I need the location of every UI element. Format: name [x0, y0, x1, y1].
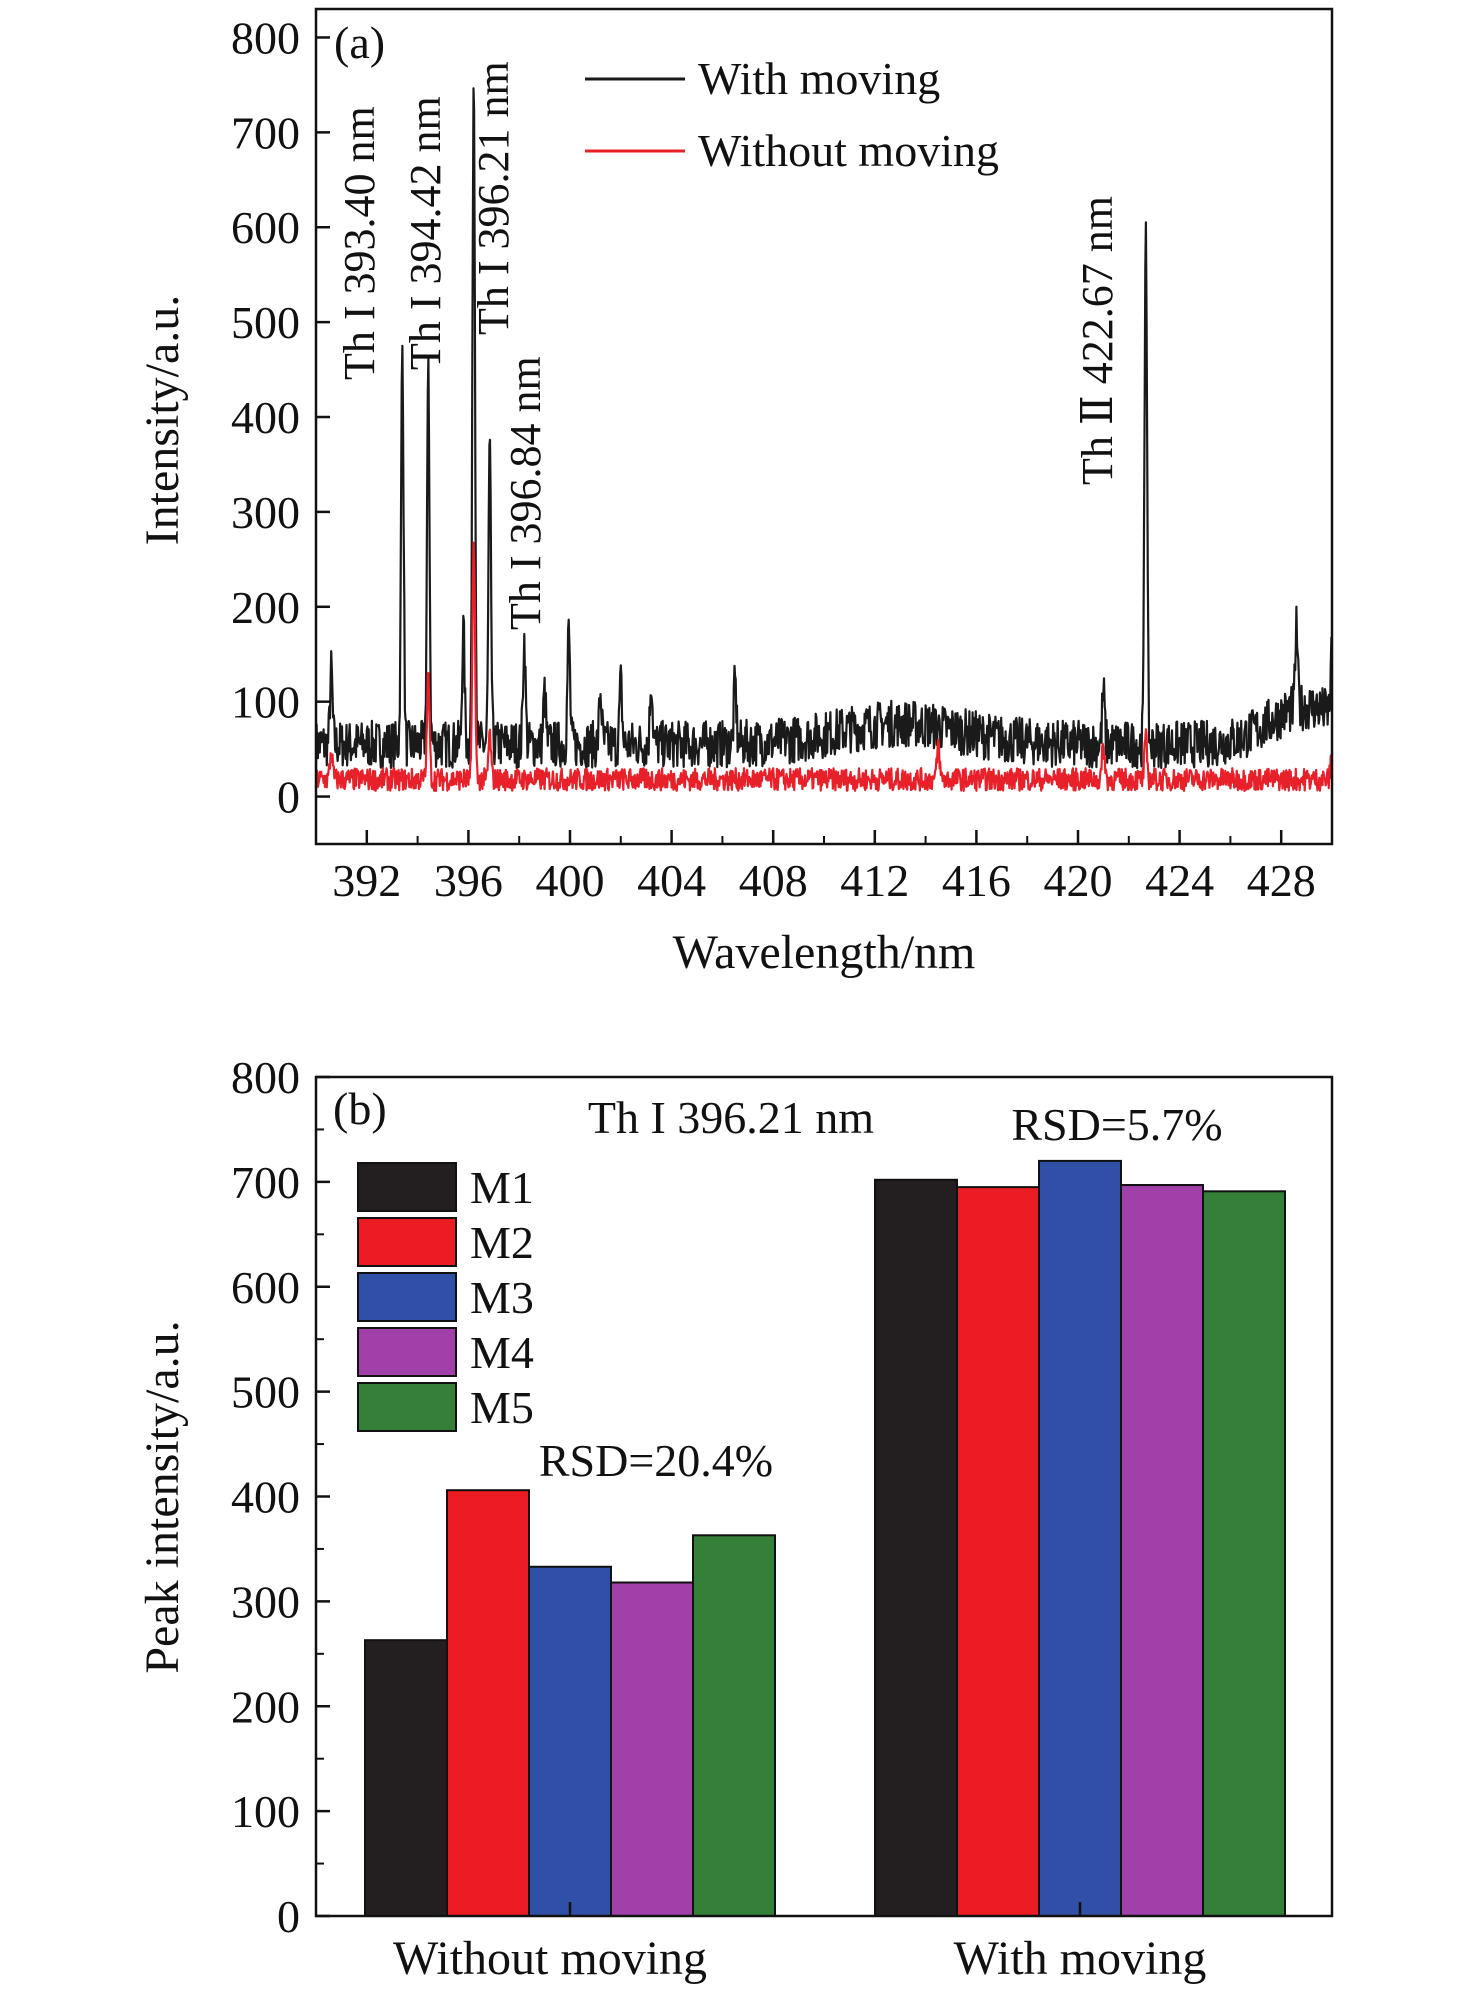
y-tick-label: 100 — [231, 1786, 300, 1837]
bar-chart-subtitle: Th I 396.21 nm — [588, 1092, 874, 1143]
bar-m1-without-moving — [364, 1639, 448, 1917]
bar-m5-without-moving — [692, 1534, 776, 1917]
y-tick-label: 200 — [231, 1681, 300, 1732]
rsd-annotation-with-moving: RSD=5.7% — [1011, 1099, 1222, 1150]
bar-m2-with-moving — [956, 1186, 1040, 1917]
y-tick-label: 500 — [231, 1367, 300, 1418]
y-tick-label: 400 — [231, 1472, 300, 1523]
y-tick-label: 200 — [231, 582, 300, 633]
y-tick-label: 0 — [277, 1891, 300, 1942]
bar-m1-with-moving — [874, 1178, 958, 1917]
y-tick-label: 500 — [231, 297, 300, 348]
series-line-with-moving — [314, 87, 1334, 770]
peak-label-th-i-396-84-nm: Th I 396.84 nm — [501, 356, 550, 630]
x-tick-label: 420 — [1044, 855, 1113, 906]
peak-intensity-bars — [364, 1159, 1286, 1918]
legend-swatch-m1 — [357, 1162, 457, 1212]
y-tick-label: 600 — [231, 202, 300, 253]
peak-label-th-422-67-nm: Th Ⅱ 422.67 nm — [1073, 196, 1122, 485]
y-tick-label: 100 — [231, 677, 300, 728]
y-tick-label: 700 — [231, 1157, 300, 1208]
category-label-without-moving: Without moving — [393, 1932, 707, 1985]
y-tick-label: 600 — [231, 1262, 300, 1313]
x-tick-label: 396 — [434, 855, 503, 906]
spectrum-legend: With moving Without moving — [585, 53, 999, 176]
x-tick-label: 408 — [739, 855, 808, 906]
peak-label-th-i-393-40-nm: Th I 393.40 nm — [335, 106, 384, 380]
y-tick-label: 800 — [231, 12, 300, 63]
legend-swatch-m4 — [357, 1327, 457, 1377]
peak-annotations: Th I 393.40 nm Th I 394.42 nm Th I 396.21 … — [335, 61, 1122, 630]
legend-swatch-m3 — [357, 1272, 457, 1322]
spectrum-x-axis-title: Wavelength/nm — [673, 926, 976, 979]
x-tick-label: 412 — [840, 855, 909, 906]
legend-label-m2: M2 — [470, 1217, 534, 1268]
peak-label-th-i-396-21-nm: Th I 396.21 nm — [469, 61, 518, 335]
y-tick-label: 700 — [231, 107, 300, 158]
legend-label-with-moving: With moving — [698, 53, 940, 104]
x-tick-label: 400 — [536, 855, 605, 906]
spectrum-axes: 392 396 400 404 408 412 416 420 424 428 0 100 200 300… — [231, 12, 1333, 906]
bar-m4-with-moving — [1120, 1184, 1204, 1917]
bar-axes: 0 100 200 300 400 500 600 700 800 Without moving W… — [231, 1052, 1206, 1985]
spectrum-y-axis-title: Intensity/a.u. — [136, 295, 189, 546]
series-line-without-moving — [314, 541, 1334, 793]
y-tick-label: 0 — [277, 772, 300, 823]
bar-m2-without-moving — [446, 1489, 530, 1918]
y-tick-label: 300 — [231, 487, 300, 538]
peak-label-th-i-394-42-nm: Th I 394.42 nm — [401, 96, 450, 370]
legend-label-without-moving: Without moving — [698, 125, 999, 176]
legend-swatch-m2 — [357, 1217, 457, 1267]
bar-m3-without-moving — [528, 1565, 612, 1917]
x-tick-label: 416 — [942, 855, 1011, 906]
legend-label-m5: M5 — [470, 1382, 534, 1433]
peak-intensity-panel: 0 100 200 300 400 500 600 700 800 Without moving W… — [136, 1052, 1334, 1985]
legend-swatch-m5 — [357, 1382, 457, 1432]
y-tick-label: 400 — [231, 392, 300, 443]
bar-m5-with-moving — [1202, 1190, 1286, 1917]
bar-m4-without-moving — [610, 1581, 694, 1918]
legend-label-m4: M4 — [470, 1327, 534, 1378]
rsd-annotation-without-moving: RSD=20.4% — [539, 1435, 773, 1486]
bar-y-axis-title: Peak intensity/a.u. — [136, 1320, 189, 1673]
spectrum-lines — [314, 87, 1334, 793]
spectrum-panel-label: (a) — [334, 17, 385, 68]
bar-panel-label: (b) — [333, 1083, 387, 1134]
x-tick-label: 404 — [637, 855, 706, 906]
category-label-with-moving: With moving — [954, 1932, 1207, 1985]
x-tick-label: 428 — [1247, 855, 1316, 906]
y-tick-label: 300 — [231, 1576, 300, 1627]
legend-label-m3: M3 — [470, 1272, 534, 1323]
y-tick-label: 800 — [231, 1052, 300, 1103]
x-tick-label: 392 — [332, 855, 401, 906]
spectrum-panel: 392 396 400 404 408 412 416 420 424 428 0 100 200 300… — [136, 7, 1334, 979]
bar-m3-with-moving — [1038, 1159, 1122, 1917]
x-tick-label: 424 — [1145, 855, 1214, 906]
legend-label-m1: M1 — [470, 1162, 534, 1213]
